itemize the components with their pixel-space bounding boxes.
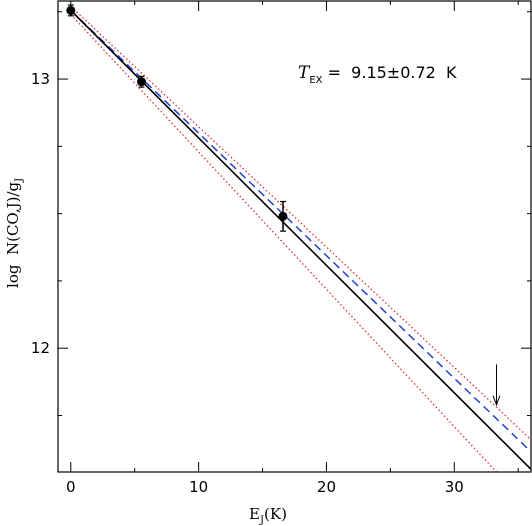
tick-labels: 0 10 20 30 12 13 [31, 70, 464, 496]
x-tick-label-2: 20 [317, 478, 336, 496]
data-points [66, 4, 501, 407]
x-axis-label-unit: (K) [264, 505, 287, 523]
x-axis-label: EJ(K) [249, 505, 287, 526]
confidence-lower-line [70, 14, 497, 472]
tex-value: = 9.15±0.72 K [323, 63, 457, 82]
tex-subscript: EX [309, 75, 322, 86]
x-axis-label-sub: J [259, 515, 264, 526]
tex-symbol: T [298, 63, 311, 83]
data-point-2 [278, 211, 288, 221]
tex-annotation: TEX = 9.15±0.72 K [298, 63, 457, 86]
arrow-head [492, 395, 501, 407]
y-tick-label-1: 13 [31, 70, 50, 88]
y-axis-label: log N(CO,J)/gJ [3, 163, 26, 314]
data-point-1 [136, 77, 146, 87]
confidence-upper-line [70, 5, 531, 441]
y-axis-label-main: log N(CO,J)/g [4, 181, 22, 288]
x-tick-label-1: 10 [189, 478, 208, 496]
x-axis-label-main: E [249, 505, 260, 523]
plot-lines [70, 5, 531, 472]
plot-axes [57, 0, 532, 473]
x-tick-label-0: 0 [66, 478, 76, 496]
y-tick-label-0: 12 [31, 339, 50, 357]
x-tick-label-3: 30 [445, 478, 464, 496]
blue-dashed-fit-line [70, 9, 531, 453]
best-fit-line [70, 9, 531, 470]
y-axis-label-sub: J [14, 178, 25, 183]
plot-frame [57, 0, 532, 473]
